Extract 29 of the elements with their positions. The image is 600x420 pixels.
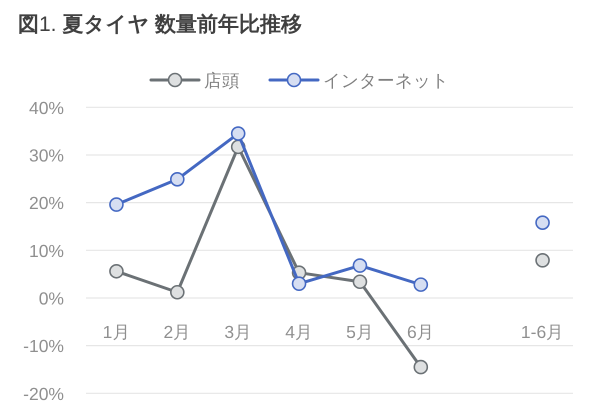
point xyxy=(352,258,368,273)
x-tick-label: 3月 xyxy=(224,322,252,342)
point xyxy=(535,253,550,268)
point xyxy=(414,360,428,374)
y-tick-label: -10% xyxy=(23,336,64,356)
y-tick-label: 20% xyxy=(28,193,64,214)
point xyxy=(170,172,185,187)
point xyxy=(352,274,368,290)
legend-label: インターネット xyxy=(323,70,449,90)
point xyxy=(535,215,550,230)
x-tick-label: 5月 xyxy=(346,322,374,342)
x-tick-label: 1月 xyxy=(102,322,130,342)
y-tick-label: -20% xyxy=(23,384,64,404)
y-tick-label: 0% xyxy=(38,288,64,308)
point xyxy=(109,197,124,212)
point xyxy=(292,276,306,291)
point xyxy=(230,126,246,141)
x-tick-label: 4月 xyxy=(285,322,313,342)
point xyxy=(414,277,428,292)
legend-label: 店頭 xyxy=(204,70,240,90)
point xyxy=(109,264,124,279)
y-tick-label: 30% xyxy=(28,145,64,166)
x-tick-label: 1-6月 xyxy=(520,322,564,342)
point xyxy=(170,284,185,300)
chart-title: 図1. 夏タイヤ 数量前年比推移 xyxy=(18,13,302,36)
y-tick-label: 10% xyxy=(28,240,64,261)
x-tick-label: 6月 xyxy=(406,322,435,342)
x-tick-label: 2月 xyxy=(163,322,192,342)
y-tick-label: 40% xyxy=(28,98,64,118)
